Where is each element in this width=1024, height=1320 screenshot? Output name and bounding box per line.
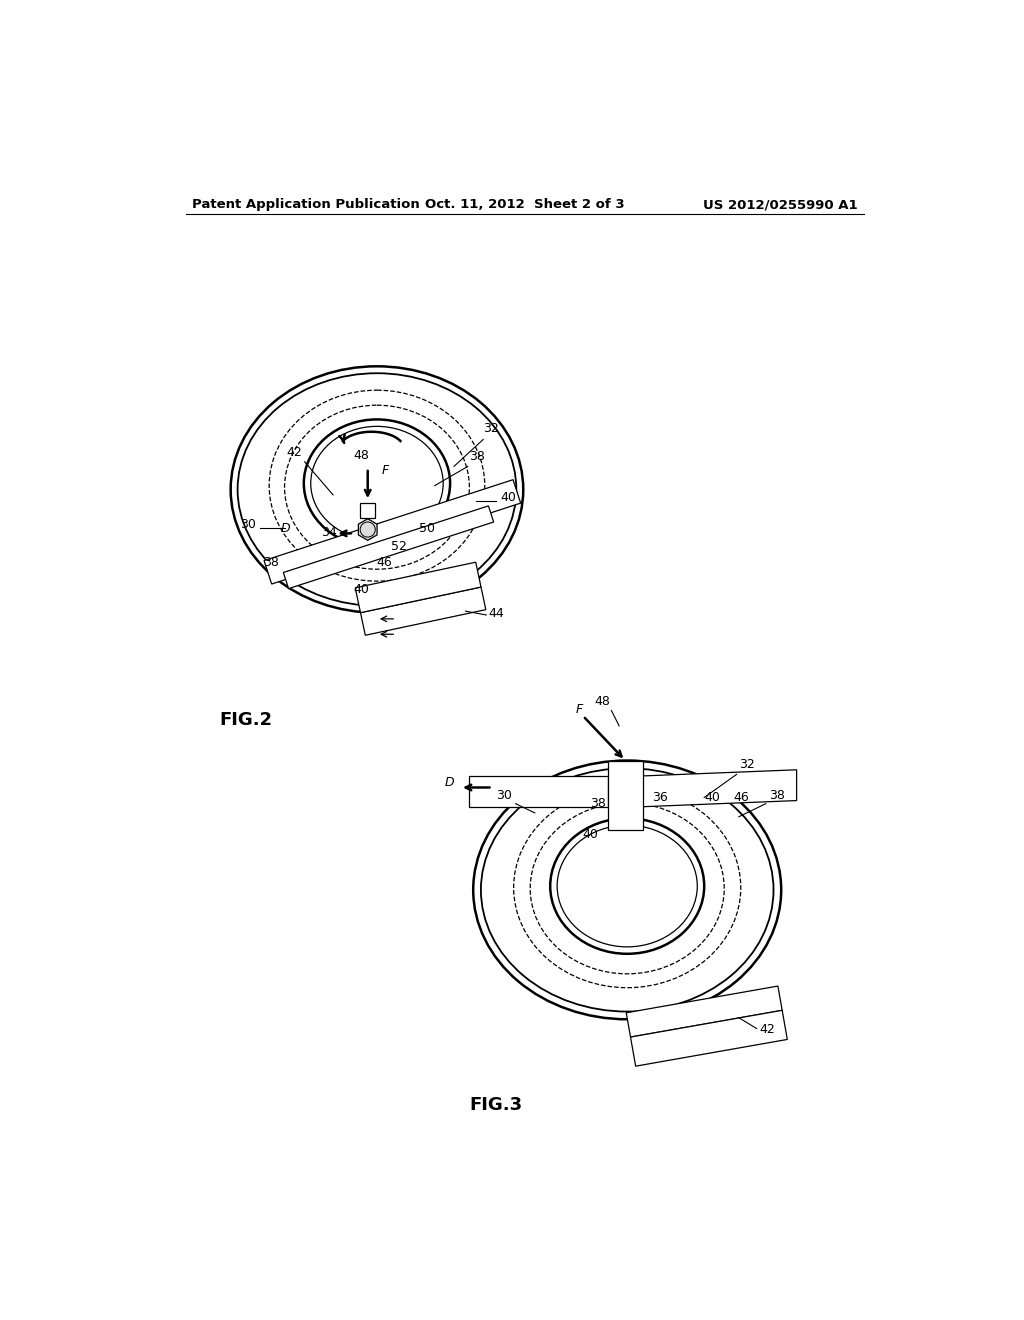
Text: D: D [444,776,454,789]
Text: 40: 40 [500,491,516,504]
Text: 38: 38 [769,789,785,803]
Text: FIG.3: FIG.3 [469,1096,522,1114]
Polygon shape [643,770,797,807]
Text: 48: 48 [594,696,610,708]
Text: 32: 32 [483,422,499,434]
Polygon shape [284,506,494,589]
Text: 42: 42 [760,1023,775,1036]
Polygon shape [469,776,608,807]
Text: 34: 34 [322,525,337,539]
Text: 38: 38 [590,797,606,809]
Text: 44: 44 [488,607,504,620]
Text: 38: 38 [263,557,279,569]
Text: 32: 32 [738,758,755,771]
Polygon shape [360,587,485,635]
Text: 42: 42 [287,446,302,459]
Text: 52: 52 [390,540,407,553]
Polygon shape [608,760,643,830]
Text: 40: 40 [703,792,720,804]
Text: D: D [282,521,291,535]
Text: 30: 30 [496,789,512,803]
Polygon shape [355,562,481,612]
Text: 50: 50 [419,521,435,535]
Text: 36: 36 [651,792,668,804]
Text: US 2012/0255990 A1: US 2012/0255990 A1 [702,198,857,211]
Text: F: F [575,702,583,715]
Text: 48: 48 [353,449,370,462]
Text: 40: 40 [583,828,598,841]
Text: Patent Application Publication: Patent Application Publication [193,198,420,211]
Polygon shape [360,503,376,517]
Text: 46: 46 [377,557,392,569]
Text: 38: 38 [469,450,485,463]
Text: 46: 46 [733,792,749,804]
Polygon shape [264,479,520,583]
Text: FIG.2: FIG.2 [219,711,272,729]
Polygon shape [358,519,377,540]
Text: Oct. 11, 2012  Sheet 2 of 3: Oct. 11, 2012 Sheet 2 of 3 [425,198,625,211]
Text: F: F [382,465,389,477]
Polygon shape [631,1010,787,1067]
Text: 40: 40 [353,583,370,597]
Polygon shape [627,986,782,1038]
Text: 30: 30 [240,517,256,531]
